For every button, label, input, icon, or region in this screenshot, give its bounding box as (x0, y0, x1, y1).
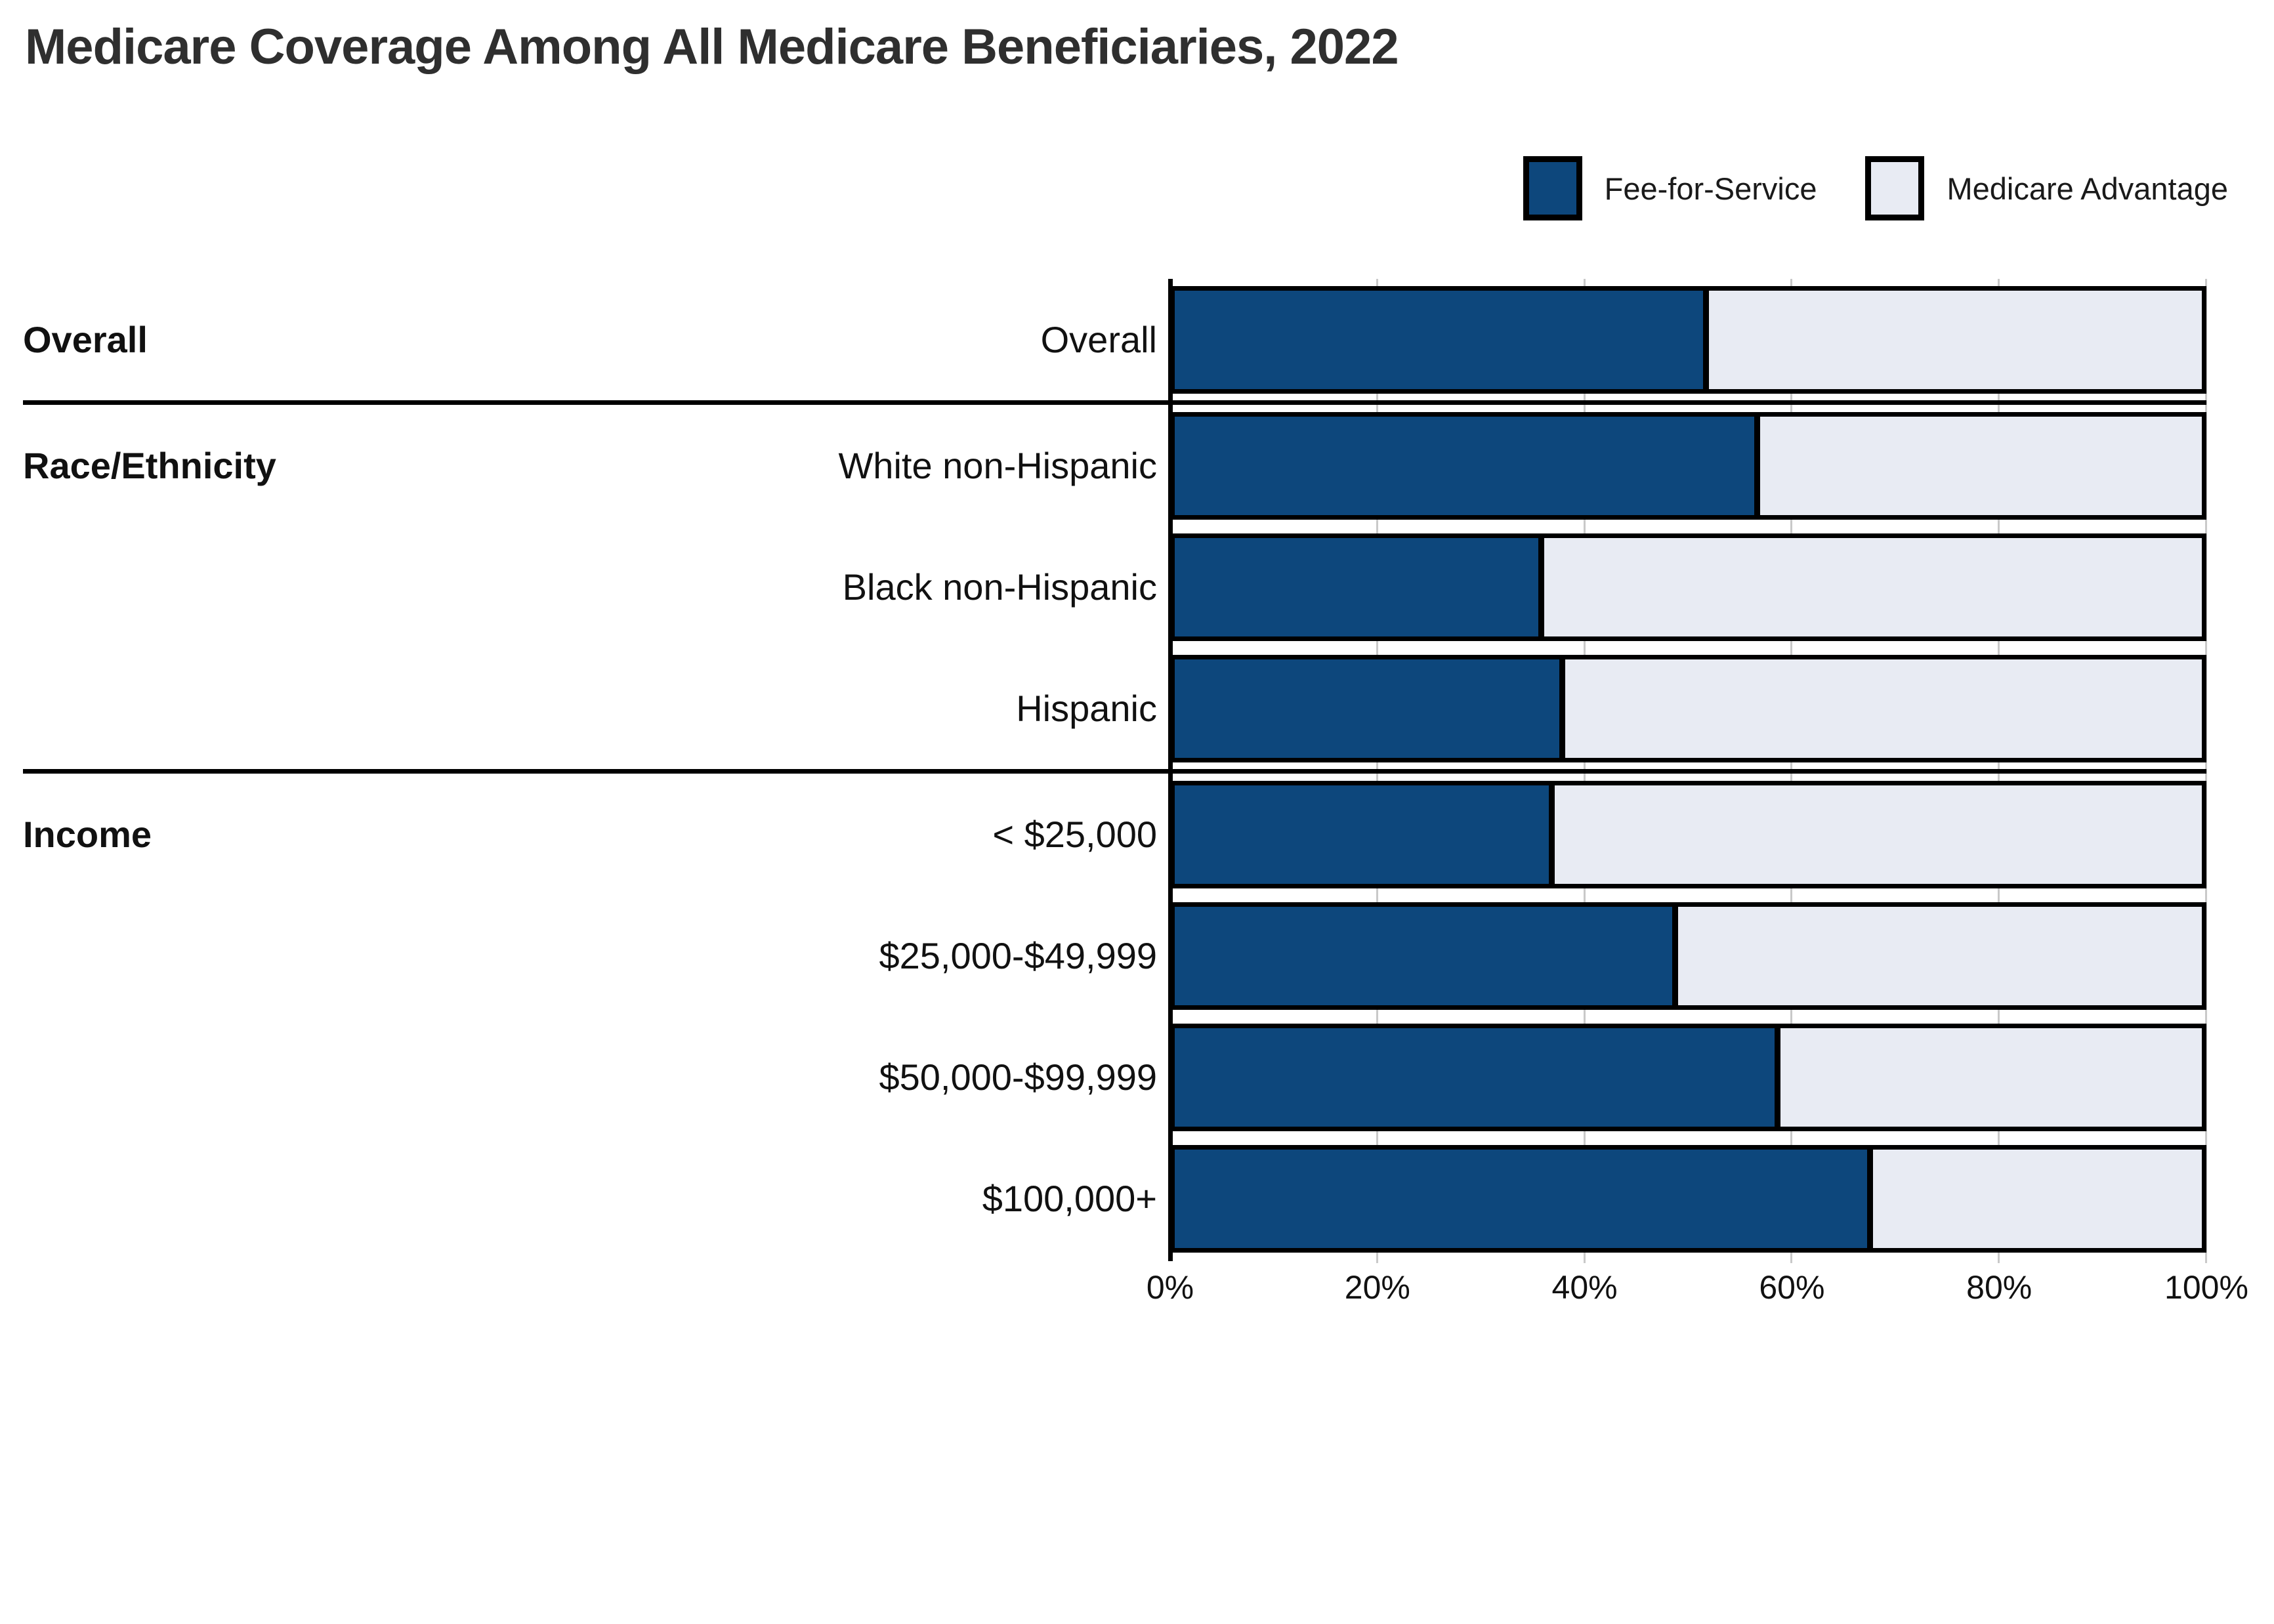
fee-for-service-segment-hispanic[interactable] (1175, 659, 1565, 758)
row-label-25-000-49-999: $25,000-$49,999 (879, 935, 1158, 976)
row-label-100-000: $100,000+ (982, 1178, 1157, 1219)
bar-cell-black-non-hispanic (1170, 526, 2206, 648)
x-tick-label-40: 40% (1551, 1269, 1618, 1306)
bar-row-50-000-99-999: $50,000-$99,999 (23, 1016, 2206, 1138)
row-label-overall: Overall (1040, 319, 1157, 360)
bar-row-25-000-49-999: $25,000-$49,999 (23, 895, 2206, 1016)
bar-groups: Overall Overall Race/Ethnicity White non-Hi… (23, 279, 2206, 1259)
bar-cell-overall (1170, 279, 2206, 400)
medicare-advantage-swatch-icon (1865, 156, 1925, 220)
stacked-bar-black-non-hispanic[interactable] (1170, 533, 2206, 641)
group-label-race-ethnicity: Race/Ethnicity (23, 445, 276, 486)
medicare-advantage-segment-50-000-99-999[interactable] (1780, 1028, 2202, 1127)
fee-for-service-segment-25-000[interactable] (1175, 785, 1555, 884)
fee-for-service-segment-white-non-hispanic[interactable] (1175, 416, 1761, 515)
stacked-bar-25-000-49-999[interactable] (1170, 902, 2206, 1010)
x-tick-label-100: 100% (2164, 1269, 2248, 1306)
bar-cell-25-000-49-999 (1170, 895, 2206, 1016)
label-cell-white-non-hispanic: Race/Ethnicity White non-Hispanic (23, 444, 1170, 487)
label-cell-overall: Overall Overall (23, 318, 1170, 361)
bar-cell-100-000 (1170, 1138, 2206, 1259)
group-overall: Overall Overall (23, 279, 2206, 400)
bar-cell-50-000-99-999 (1170, 1016, 2206, 1138)
stacked-bar-100-000[interactable] (1170, 1144, 2206, 1253)
bar-row-overall: Overall Overall (23, 279, 2206, 400)
label-cell-50-000-99-999: $50,000-$99,999 (23, 1056, 1170, 1098)
legend-item-medicare-advantage: Medicare Advantage (1865, 156, 2228, 220)
medicare-advantage-segment-25-000-49-999[interactable] (1677, 906, 2202, 1005)
stacked-bar-50-000-99-999[interactable] (1170, 1023, 2206, 1131)
label-cell-25-000-49-999: $25,000-$49,999 (23, 934, 1170, 977)
medicare-advantage-segment-25-000[interactable] (1555, 785, 2202, 884)
label-cell-hispanic: Hispanic (23, 687, 1170, 730)
group-label-overall: Overall (23, 319, 148, 360)
legend-item-fee-for-service: Fee-for-Service (1523, 156, 1817, 220)
stacked-bar-white-non-hispanic[interactable] (1170, 411, 2206, 520)
legend-label-fee-for-service: Fee-for-Service (1604, 171, 1817, 206)
bar-row-25-000: Income < $25,000 (23, 774, 2206, 895)
x-tick-label-80: 80% (1966, 1269, 2032, 1306)
x-tick-label-20: 20% (1344, 1269, 1410, 1306)
bar-cell-hispanic (1170, 648, 2206, 769)
row-label-25-000: < $25,000 (992, 814, 1157, 855)
label-cell-25-000: Income < $25,000 (23, 813, 1170, 856)
fee-for-service-segment-100-000[interactable] (1175, 1149, 1874, 1248)
medicare-advantage-segment-hispanic[interactable] (1565, 659, 2202, 758)
bar-row-white-non-hispanic: Race/Ethnicity White non-Hispanic (23, 405, 2206, 526)
row-label-black-non-hispanic: Black non-Hispanic (842, 566, 1157, 608)
group-race-ethnicity: Race/Ethnicity White non-Hispanic Black no… (23, 400, 2206, 769)
stacked-bar-25-000[interactable] (1170, 780, 2206, 888)
group-income: Income < $25,000 $25,000-$49,999 $50,000-$9… (23, 769, 2206, 1259)
row-label-50-000-99-999: $50,000-$99,999 (879, 1056, 1158, 1098)
legend: Fee-for-Service Medicare Advantage (1523, 156, 2228, 220)
fee-for-service-segment-overall[interactable] (1175, 290, 1709, 389)
fee-for-service-segment-black-non-hispanic[interactable] (1175, 537, 1545, 636)
group-label-income: Income (23, 814, 152, 855)
bar-row-100-000: $100,000+ (23, 1138, 2206, 1259)
bar-cell-white-non-hispanic (1170, 405, 2206, 526)
medicare-advantage-segment-black-non-hispanic[interactable] (1544, 537, 2202, 636)
x-tick-label-60: 60% (1759, 1269, 1825, 1306)
legend-label-medicare-advantage: Medicare Advantage (1947, 171, 2228, 206)
stacked-bar-overall[interactable] (1170, 285, 2206, 394)
fee-for-service-segment-25-000-49-999[interactable] (1175, 906, 1678, 1005)
x-axis: 0% 20% 40% 60% 80% 100% (1147, 1268, 2248, 1314)
label-cell-black-non-hispanic: Black non-Hispanic (23, 566, 1170, 608)
row-label-white-non-hispanic: White non-Hispanic (838, 445, 1157, 486)
stacked-bar-hispanic[interactable] (1170, 654, 2206, 762)
bar-row-black-non-hispanic: Black non-Hispanic (23, 526, 2206, 648)
medicare-advantage-segment-white-non-hispanic[interactable] (1760, 416, 2202, 515)
row-label-hispanic: Hispanic (1016, 688, 1157, 729)
bar-row-hispanic: Hispanic (23, 648, 2206, 769)
medicare-advantage-segment-100-000[interactable] (1873, 1149, 2202, 1248)
medicare-advantage-segment-overall[interactable] (1708, 290, 2202, 389)
fee-for-service-segment-50-000-99-999[interactable] (1175, 1028, 1781, 1127)
fee-for-service-swatch-icon (1523, 156, 1582, 220)
chart-title: Medicare Coverage Among All Medicare Ben… (25, 19, 1399, 75)
label-cell-100-000: $100,000+ (23, 1177, 1170, 1220)
x-tick-label-0: 0% (1146, 1269, 1194, 1306)
bar-cell-25-000 (1170, 774, 2206, 895)
